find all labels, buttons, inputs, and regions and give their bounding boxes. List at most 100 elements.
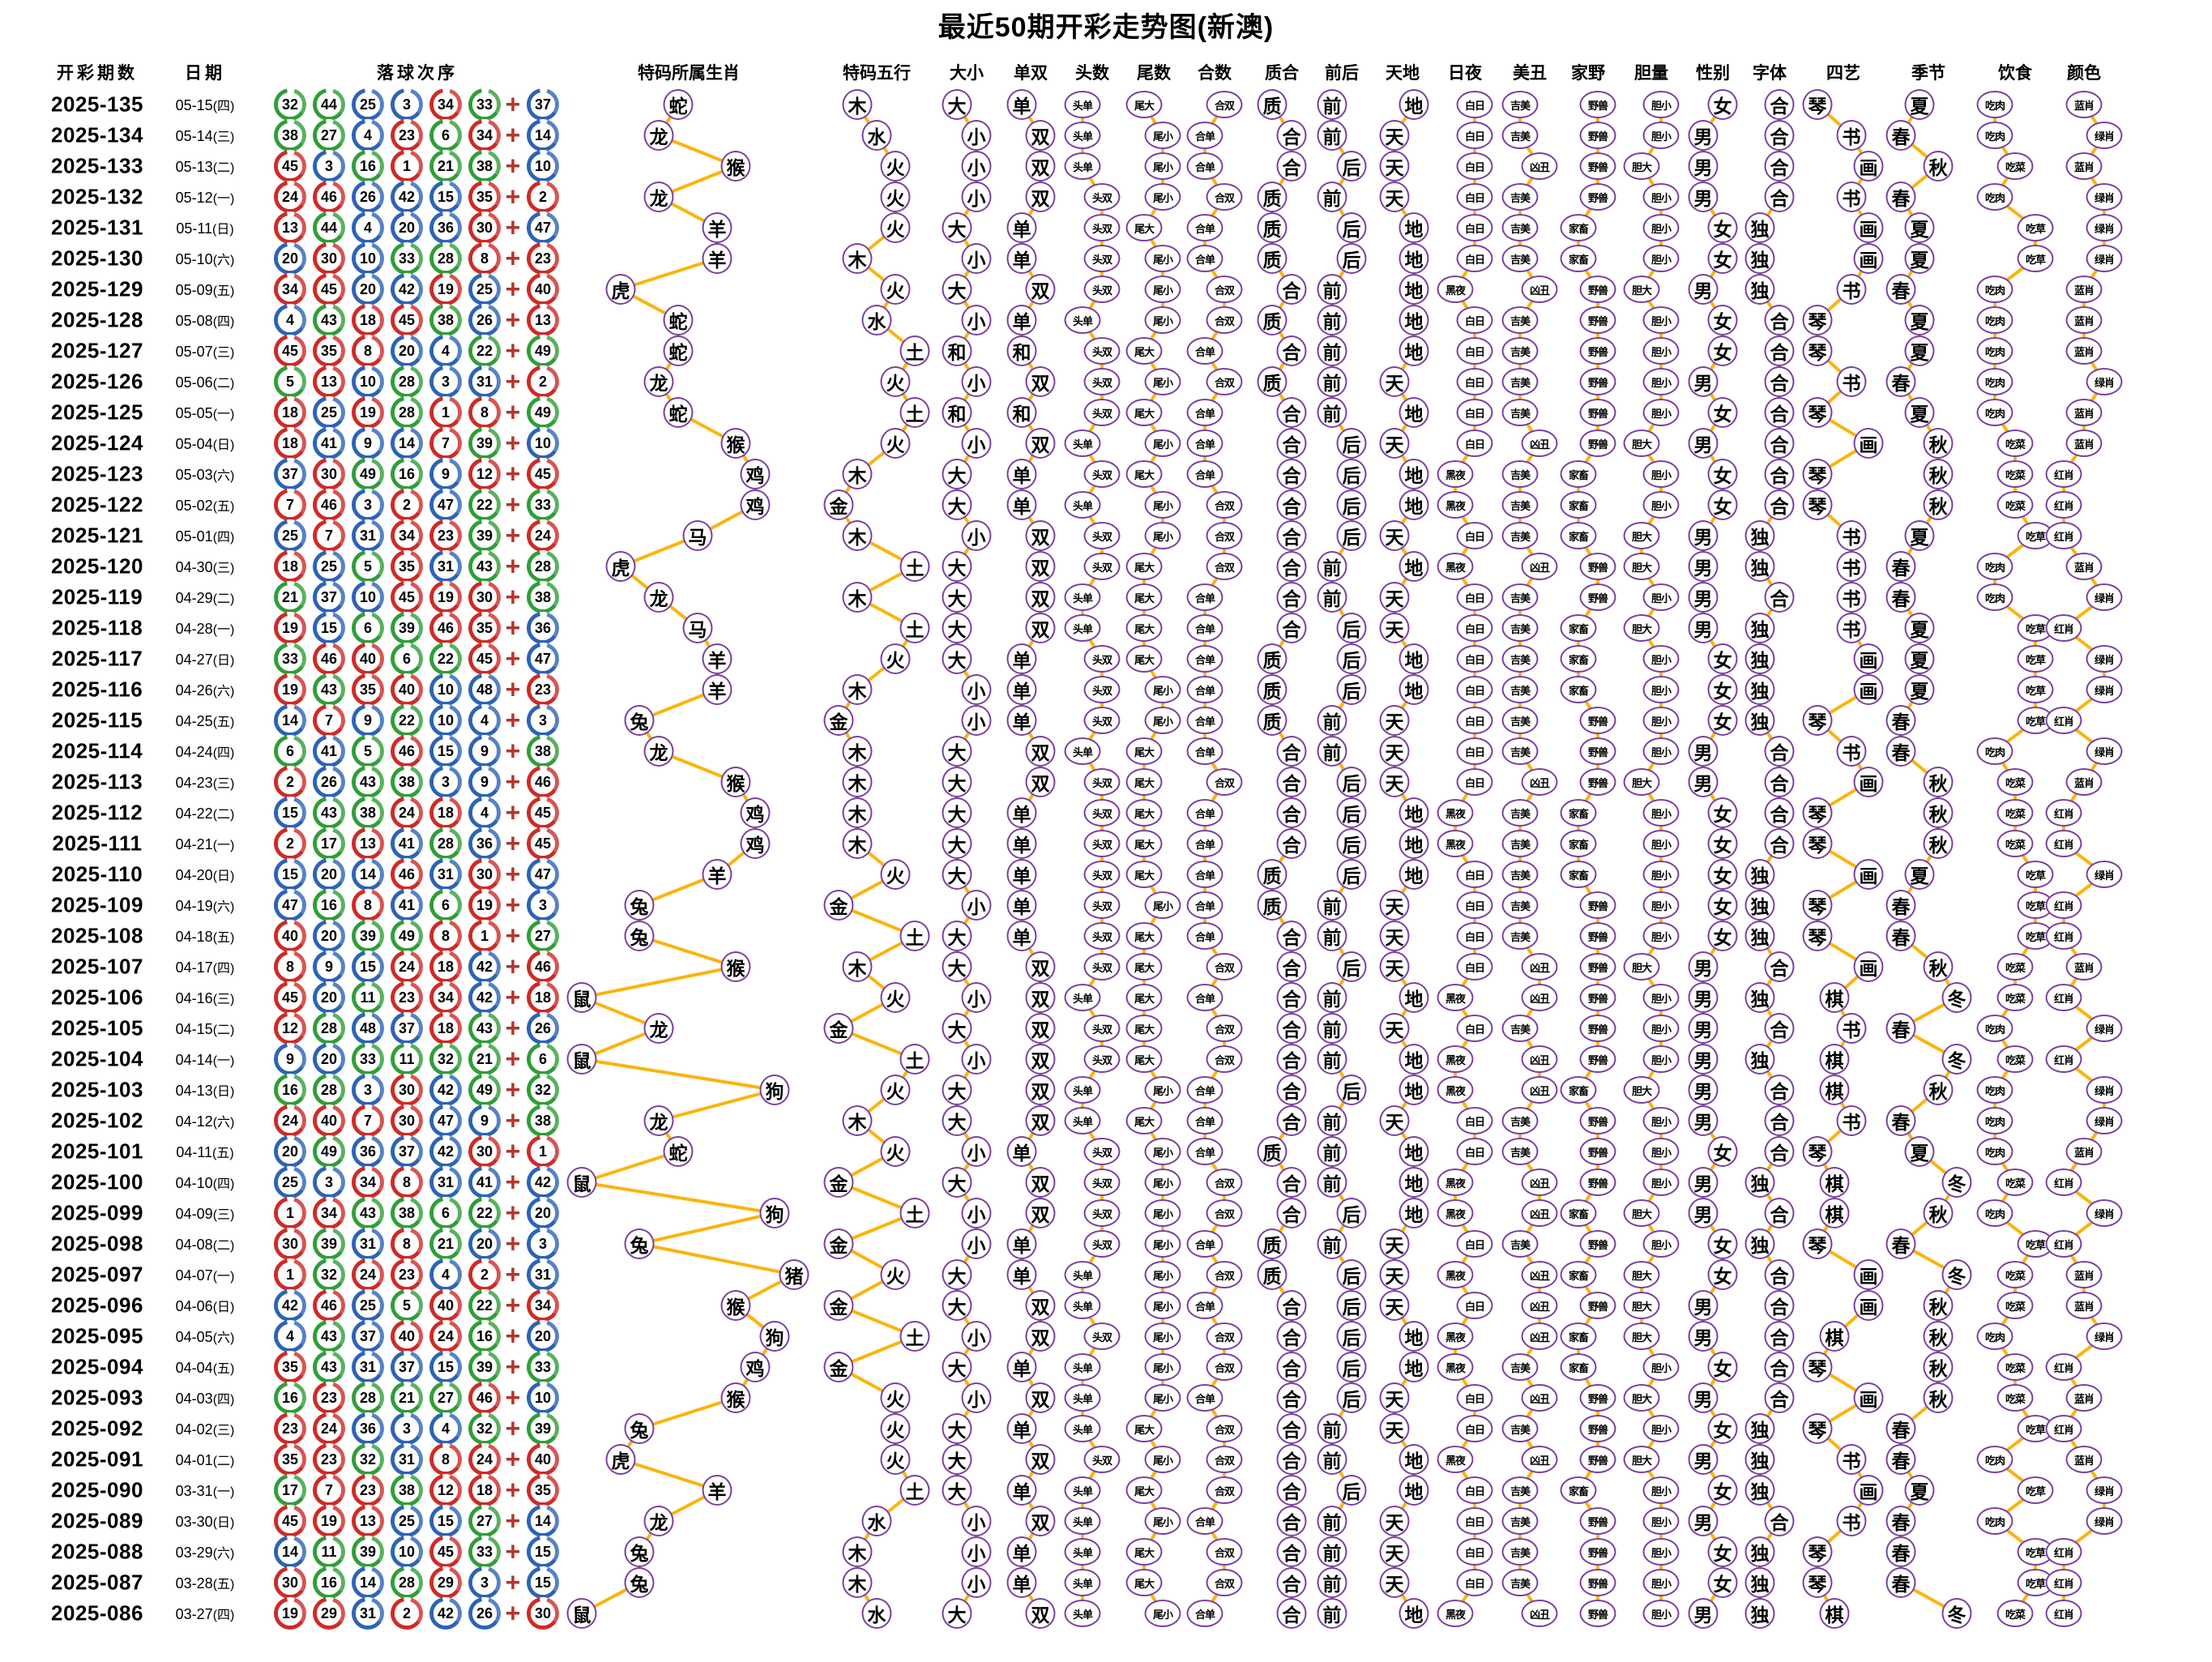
trend-cell-daxiao: 小 [961, 1321, 992, 1352]
trend-cell-daxiao: 大 [942, 1290, 972, 1321]
trend-cell-heshu: 合双 [1206, 553, 1243, 580]
trend-cell-daxiao: 小 [961, 674, 992, 705]
ball: 42 [429, 1135, 462, 1168]
trend-cell-riye: 白日 [1456, 429, 1493, 457]
special-ball: 47 [527, 643, 559, 675]
ball: 45 [429, 1536, 462, 1568]
trend-cell-siyi: 画 [1853, 1475, 1884, 1506]
trend-cell-heshu: 合双 [1206, 91, 1243, 118]
trend-cell-siyi: 琴 [1802, 1228, 1833, 1259]
trend-cell-shengxiao: 虎 [605, 274, 636, 305]
trend-cell-qianhou: 前 [1317, 551, 1347, 582]
trend-cell-siyi: 琴 [1802, 1536, 1833, 1567]
trend-cell-zhihe: 质 [1257, 705, 1287, 736]
trend-cell-danliang: 胆小 [1642, 491, 1680, 519]
trend-cell-tiandi: 天 [1379, 1567, 1410, 1598]
ball: 16 [391, 458, 423, 490]
trend-cell-danliang: 胆大 [1623, 1199, 1660, 1227]
trend-cell-riye: 白日 [1456, 768, 1493, 796]
trend-cell-danshuang: 单 [1006, 459, 1037, 489]
trend-cell-tiandi: 地 [1399, 551, 1429, 582]
trend-cell-shengxiao: 羊 [702, 243, 732, 274]
period-label: 2025-115 [51, 707, 143, 733]
trend-cell-toushu: 头单 [1064, 1353, 1101, 1381]
trend-cell-danshuang: 单 [1006, 859, 1037, 890]
trend-cell-meichou: 吉美 [1501, 1230, 1539, 1258]
trend-cell-zhihe: 合 [1276, 1013, 1307, 1044]
trend-cell-tiandi: 天 [1379, 182, 1410, 212]
date-label: 04-23(三) [175, 775, 235, 791]
ball: 8 [429, 1443, 462, 1476]
trend-cell-yinshi: 吃肉 [1976, 306, 2013, 334]
trend-cell-danliang: 胆大 [1623, 429, 1660, 457]
trend-cell-qianhou: 后 [1336, 1321, 1367, 1352]
weekday-label: (二) [212, 1455, 235, 1468]
trend-cell-shengxiao: 虎 [605, 551, 636, 582]
weekday-label: (五) [212, 284, 235, 298]
ball: 4 [429, 335, 462, 367]
plus-icon: + [505, 551, 521, 581]
ball: 34 [468, 119, 501, 152]
trend-cell-jiaye: 野兽 [1579, 891, 1616, 919]
ball: 15 [429, 1351, 462, 1383]
trend-cell-zhihe: 合 [1276, 1352, 1307, 1382]
plus-icon: + [505, 951, 521, 981]
trend-cell-wuxing: 火 [880, 1444, 911, 1475]
trend-cell-weishu: 尾大 [1125, 799, 1163, 827]
trend-cell-yinshi: 吃肉 [1976, 122, 2013, 149]
trend-cell-danliang: 胆大 [1623, 522, 1660, 549]
trend-cell-tiandi: 地 [1399, 1044, 1429, 1075]
ball: 6 [429, 1197, 462, 1229]
trend-cell-qianhou: 前 [1317, 1105, 1347, 1136]
trend-cell-wuxing: 土 [899, 335, 930, 366]
ball: 12 [429, 1474, 462, 1506]
ball: 3 [352, 489, 384, 521]
ball: 40 [391, 1320, 423, 1352]
trend-cell-danliang: 胆小 [1642, 645, 1680, 673]
trend-cell-shengxiao: 羊 [702, 1475, 732, 1506]
ball: 28 [313, 1074, 345, 1106]
trend-cell-yinshi: 吃菜 [1996, 1384, 2034, 1412]
trend-cell-toushu: 头单 [1064, 1107, 1101, 1134]
period-label: 2025-114 [51, 738, 143, 763]
trend-cell-daxiao: 小 [961, 982, 992, 1013]
weekday-label: (三) [212, 346, 235, 360]
trend-cell-yinshi: 吃菜 [1996, 460, 2034, 488]
plus-icon: + [505, 1382, 521, 1412]
ball: 26 [468, 304, 501, 336]
trend-cell-jijie: 秋 [1923, 151, 1954, 182]
date-label: 04-14(一) [175, 1052, 235, 1068]
trend-cell-daxiao: 小 [961, 182, 992, 212]
ball: 45 [391, 581, 423, 613]
period-label: 2025-122 [51, 492, 143, 517]
trend-cell-jijie: 春 [1885, 182, 1916, 212]
trend-cell-heshu: 合双 [1206, 1476, 1243, 1504]
weekday-label: (五) [212, 1578, 235, 1592]
ball: 12 [468, 458, 501, 490]
period-label: 2025-089 [51, 1508, 143, 1533]
trend-cell-weishu: 尾大 [1125, 214, 1163, 241]
ball: 37 [274, 458, 306, 490]
ball: 24 [352, 1258, 384, 1291]
trend-cell-meichou: 凶丑 [1521, 429, 1558, 457]
trend-cell-jijie: 秋 [1923, 1290, 1954, 1321]
ball: 35 [352, 673, 384, 706]
plus-icon: + [505, 397, 521, 427]
ball: 40 [352, 643, 384, 675]
ball: 19 [274, 1597, 306, 1630]
trend-cell-riye: 白日 [1456, 861, 1493, 888]
weekday-label: (日) [212, 1516, 235, 1530]
ball: 19 [429, 273, 462, 305]
ball: 10 [429, 704, 462, 737]
trend-cell-tiandi: 地 [1399, 489, 1429, 520]
trend-cell-yanse: 绿肖 [2086, 1476, 2123, 1504]
weekday-label: (二) [212, 377, 235, 391]
special-ball: 28 [527, 550, 559, 583]
weekday-label: (日) [212, 869, 235, 883]
ball: 8 [429, 920, 462, 952]
period-label: 2025-094 [51, 1354, 143, 1379]
trend-cell-riye: 白日 [1456, 676, 1493, 703]
date-label: 03-27(四) [175, 1606, 235, 1622]
trend-cell-wuxing: 金 [823, 890, 854, 921]
trend-cell-jiaye: 家畜 [1560, 491, 1597, 519]
